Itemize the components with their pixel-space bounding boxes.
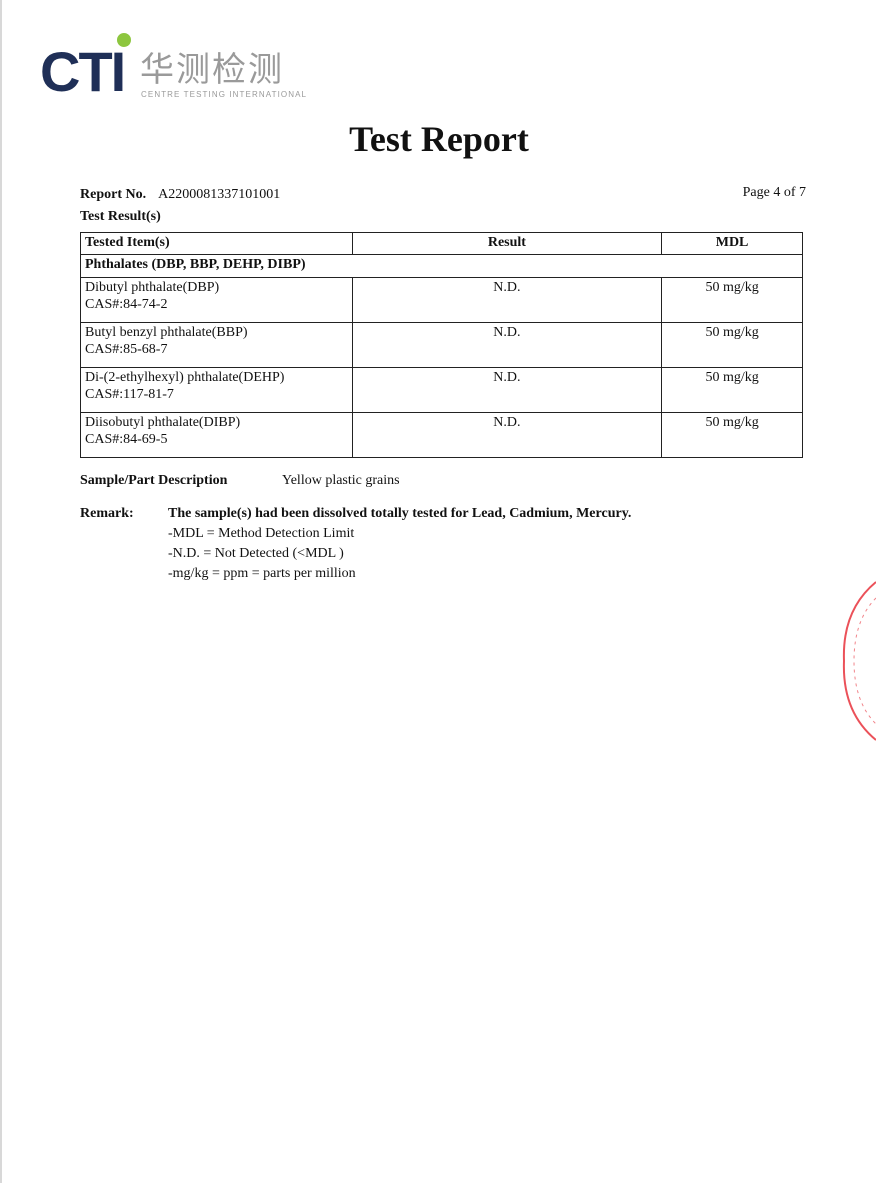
item-cas: CAS#:84-69-5 bbox=[85, 432, 168, 447]
result-cell: N.D. bbox=[351, 412, 663, 458]
table-row: Dibutyl phthalate(DBP) CAS#:84-74-2 N.D. … bbox=[80, 277, 803, 323]
page-edge bbox=[0, 0, 2, 1183]
logo-chinese: 华测检测 bbox=[140, 50, 284, 90]
header-result: Result bbox=[351, 232, 663, 255]
page-number: Page 4 of 7 bbox=[742, 185, 806, 200]
mdl-cell: 50 mg/kg bbox=[661, 367, 803, 413]
result-cell: N.D. bbox=[351, 277, 663, 323]
results-table: Tested Item(s) Result MDL Phthalates (DB… bbox=[80, 232, 803, 458]
table-header: Tested Item(s) Result MDL bbox=[80, 232, 803, 255]
sample-label: Sample/Part Description bbox=[80, 473, 228, 488]
item-cell: Butyl benzyl phthalate(BBP) CAS#:85-68-7 bbox=[80, 322, 353, 368]
item-cas: CAS#:117-81-7 bbox=[85, 387, 174, 402]
remark-label: Remark: bbox=[80, 506, 134, 521]
remark-line: -mg/kg = ppm = parts per million bbox=[168, 566, 356, 581]
mdl-cell: 50 mg/kg bbox=[661, 412, 803, 458]
item-cas: CAS#:84-74-2 bbox=[85, 297, 168, 312]
table-row: Butyl benzyl phthalate(BBP) CAS#:85-68-7 … bbox=[80, 322, 803, 368]
table-row: Di-(2-ethylhexyl) phthalate(DEHP) CAS#:11… bbox=[80, 367, 803, 413]
header-tested-item: Tested Item(s) bbox=[80, 232, 353, 255]
sample-description: Sample/Part Description Yellow plastic gr… bbox=[80, 473, 400, 489]
remark-line: -N.D. = Not Detected (<MDL ) bbox=[168, 546, 344, 561]
item-name: Dibutyl phthalate(DBP) bbox=[85, 280, 220, 295]
group-row: Phthalates (DBP, BBP, DEHP, DIBP) bbox=[80, 254, 803, 278]
page-title: Test Report bbox=[349, 119, 529, 159]
result-cell: N.D. bbox=[351, 367, 663, 413]
mdl-cell: 50 mg/kg bbox=[661, 277, 803, 323]
section-heading: Test Result(s) bbox=[80, 209, 161, 224]
result-cell: N.D. bbox=[351, 322, 663, 368]
item-cas: CAS#:85-68-7 bbox=[85, 342, 168, 357]
item-name: Butyl benzyl phthalate(BBP) bbox=[85, 325, 248, 340]
item-cell: Di-(2-ethylhexyl) phthalate(DEHP) CAS#:11… bbox=[80, 367, 353, 413]
item-cell: Diisobutyl phthalate(DIBP) CAS#:84-69-5 bbox=[80, 412, 353, 458]
item-name: Diisobutyl phthalate(DIBP) bbox=[85, 415, 241, 430]
header-mdl: MDL bbox=[661, 232, 803, 255]
logo-brand: CTI bbox=[40, 40, 126, 103]
remark-lines: The sample(s) had been dissolved totally… bbox=[168, 504, 631, 584]
company-seal-stamp bbox=[842, 581, 876, 741]
item-name: Di-(2-ethylhexyl) phthalate(DEHP) bbox=[85, 370, 285, 385]
logo-english: CENTRE TESTING INTERNATIONAL bbox=[141, 90, 308, 99]
item-cell: Dibutyl phthalate(DBP) CAS#:84-74-2 bbox=[80, 277, 353, 323]
mdl-cell: 50 mg/kg bbox=[661, 322, 803, 368]
remark-line: -MDL = Method Detection Limit bbox=[168, 526, 355, 541]
group-label: Phthalates (DBP, BBP, DEHP, DIBP) bbox=[80, 254, 803, 278]
table-row: Diisobutyl phthalate(DIBP) CAS#:84-69-5 N… bbox=[80, 412, 803, 458]
report-number: Report No. A2200081337101001 bbox=[80, 187, 280, 203]
report-no-label: Report No. bbox=[80, 187, 147, 202]
sample-value: Yellow plastic grains bbox=[282, 473, 400, 488]
cti-logo: CTI 华测检测 CENTRE TESTING INTERNATIONAL bbox=[40, 32, 330, 102]
remark-line: The sample(s) had been dissolved totally… bbox=[168, 506, 632, 521]
logo-dot bbox=[117, 33, 131, 47]
report-no-value: A2200081337101001 bbox=[158, 187, 281, 202]
